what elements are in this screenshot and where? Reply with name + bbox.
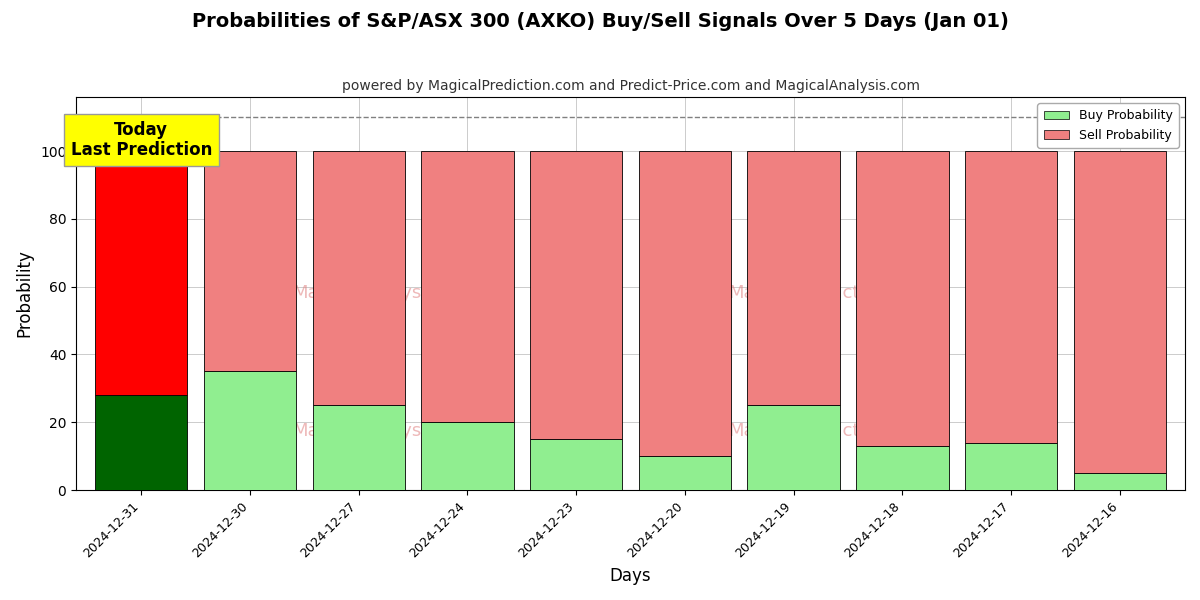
Text: MagicalAnalysis.com: MagicalAnalysis.com: [293, 422, 480, 440]
Y-axis label: Probability: Probability: [14, 250, 32, 337]
Bar: [965, 443, 1057, 490]
Bar: [312, 151, 404, 406]
Bar: [638, 456, 731, 490]
Bar: [638, 151, 731, 456]
Bar: [421, 422, 514, 490]
Bar: [965, 151, 1057, 443]
Bar: [748, 151, 840, 406]
Bar: [312, 406, 404, 490]
Bar: [856, 446, 948, 490]
Bar: [95, 151, 187, 395]
Bar: [95, 395, 187, 490]
Legend: Buy Probability, Sell Probability: Buy Probability, Sell Probability: [1037, 103, 1178, 148]
Bar: [1074, 151, 1166, 473]
Text: Probabilities of S&P/ASX 300 (AXKO) Buy/Sell Signals Over 5 Days (Jan 01): Probabilities of S&P/ASX 300 (AXKO) Buy/…: [192, 12, 1008, 31]
X-axis label: Days: Days: [610, 567, 652, 585]
Title: powered by MagicalPrediction.com and Predict-Price.com and MagicalAnalysis.com: powered by MagicalPrediction.com and Pre…: [342, 79, 919, 93]
Text: MagicalPrediction.com: MagicalPrediction.com: [728, 284, 931, 302]
Text: MagicalPrediction.com: MagicalPrediction.com: [728, 422, 931, 440]
Bar: [204, 371, 296, 490]
Bar: [530, 151, 623, 439]
Text: MagicalAnalysis.com: MagicalAnalysis.com: [293, 284, 480, 302]
Bar: [421, 151, 514, 422]
Bar: [204, 151, 296, 371]
Bar: [856, 151, 948, 446]
Text: Today
Last Prediction: Today Last Prediction: [71, 121, 212, 160]
Bar: [530, 439, 623, 490]
Bar: [748, 406, 840, 490]
Bar: [1074, 473, 1166, 490]
